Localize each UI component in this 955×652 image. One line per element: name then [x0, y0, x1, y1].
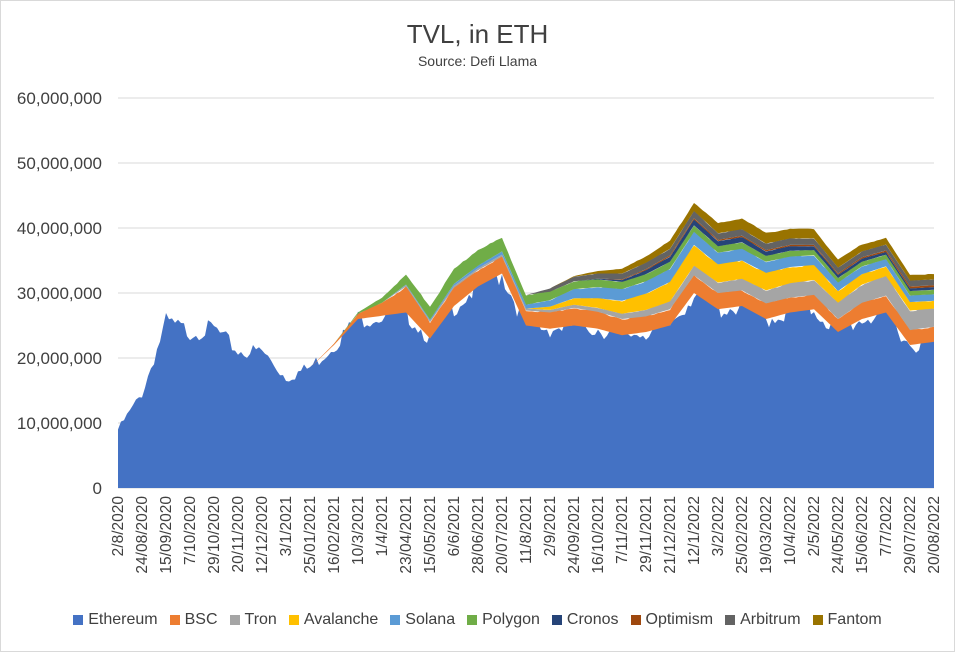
x-tick-label: 15/09/2020	[158, 496, 175, 574]
x-axis: 2/8/2020 24/08/2020 15/09/2020 7/10/2020 29/…	[110, 496, 943, 574]
legend-swatch	[812, 615, 823, 625]
x-tick-label: 12/12/2020	[254, 496, 271, 574]
x-tick-label: 29/07/2022	[902, 496, 919, 574]
legend-swatch	[551, 615, 562, 625]
legend-item: Cronos	[551, 611, 619, 629]
legend-swatch	[630, 615, 641, 625]
x-tick-label: 28/06/2021	[470, 496, 487, 574]
x-tick-label: 16/02/2021	[326, 496, 343, 574]
series-areas	[118, 203, 934, 488]
x-tick-label: 19/03/2022	[758, 496, 775, 574]
legend-label: BSC	[184, 611, 218, 628]
x-tick-label: 25/02/2022	[734, 496, 751, 574]
x-tick-label: 10/3/2021	[350, 496, 367, 565]
x-tick-label: 3/1/2021	[278, 496, 295, 556]
x-tick-label: 7/7/2022	[878, 496, 895, 556]
x-tick-label: 2/9/2021	[542, 496, 559, 556]
x-tick-label: 20/08/2022	[926, 496, 943, 574]
x-tick-label: 29/10/2020	[206, 496, 223, 574]
x-tick-label: 1/4/2021	[374, 496, 391, 556]
legend-label: Fantom	[827, 611, 882, 628]
x-tick-label: 25/01/2021	[302, 496, 319, 574]
y-axis: 0 10,000,000 20,000,000 30,000,000 40,000,00…	[17, 89, 102, 498]
legend-item: Polygon	[467, 611, 540, 629]
x-tick-label: 10/4/2022	[782, 496, 799, 565]
legend-label: Ethereum	[88, 611, 158, 628]
legend-item: BSC	[169, 611, 218, 629]
legend-label: Tron	[244, 611, 277, 628]
x-tick-label: 24/09/2021	[566, 496, 583, 574]
y-tick-label: 50,000,000	[17, 154, 102, 173]
x-tick-label: 7/11/2021	[614, 496, 631, 564]
x-tick-label: 21/12/2021	[662, 496, 679, 574]
x-tick-label: 2/5/2022	[806, 496, 823, 556]
legend-item: Tron	[229, 611, 277, 629]
legend-label: Optimism	[645, 611, 714, 628]
legend-item: Solana	[390, 611, 455, 629]
area-ethereum	[118, 269, 934, 488]
legend-label: Arbitrum	[740, 611, 801, 628]
x-tick-label: 29/11/2021	[638, 496, 655, 572]
x-tick-label: 24/05/2022	[830, 496, 847, 574]
legend-swatch	[390, 615, 401, 625]
y-tick-label: 40,000,000	[17, 219, 102, 238]
legend-swatch	[467, 615, 478, 625]
y-tick-label: 60,000,000	[17, 89, 102, 108]
legend-label: Polygon	[482, 611, 540, 628]
legend-item: Fantom	[812, 611, 882, 629]
x-tick-label: 20/11/2020	[230, 496, 247, 573]
x-tick-label: 15/06/2022	[854, 496, 871, 574]
area-bsc	[118, 256, 934, 430]
legend-swatch	[288, 615, 299, 625]
legend-swatch	[73, 615, 84, 625]
x-tick-label: 2/8/2020	[110, 496, 127, 557]
legend: Ethereum BSC Tron Avalanche Solana Polygon Cro…	[1, 611, 954, 629]
x-tick-label: 6/6/2021	[446, 496, 463, 556]
legend-item: Ethereum	[73, 611, 158, 629]
legend-item: Arbitrum	[725, 611, 801, 629]
legend-item: Avalanche	[288, 611, 379, 629]
chart-title: TVL, in ETH	[406, 19, 549, 49]
x-tick-label: 11/8/2021	[518, 496, 535, 564]
y-tick-label: 10,000,000	[17, 414, 102, 433]
y-tick-label: 20,000,000	[17, 349, 102, 368]
legend-item: Optimism	[630, 611, 714, 629]
legend-swatch	[169, 615, 180, 625]
x-tick-label: 12/1/2022	[686, 496, 703, 565]
y-tick-label: 0	[93, 479, 102, 498]
legend-swatch	[725, 615, 736, 625]
legend-label: Cronos	[566, 611, 619, 628]
x-tick-label: 23/04/2021	[398, 496, 415, 574]
x-tick-label: 20/07/2021	[494, 496, 511, 574]
x-tick-label: 15/05/2021	[422, 496, 439, 574]
legend-swatch	[229, 615, 240, 625]
legend-label: Avalanche	[303, 611, 379, 628]
x-tick-label: 16/10/2021	[590, 496, 607, 574]
chart-subtitle: Source: Defi Llama	[417, 53, 538, 69]
legend-label: Solana	[405, 611, 456, 628]
x-tick-label: 7/10/2020	[182, 496, 199, 565]
y-tick-label: 30,000,000	[17, 284, 102, 303]
x-tick-label: 3/2/2022	[710, 496, 727, 556]
x-tick-label: 24/08/2020	[134, 496, 151, 574]
